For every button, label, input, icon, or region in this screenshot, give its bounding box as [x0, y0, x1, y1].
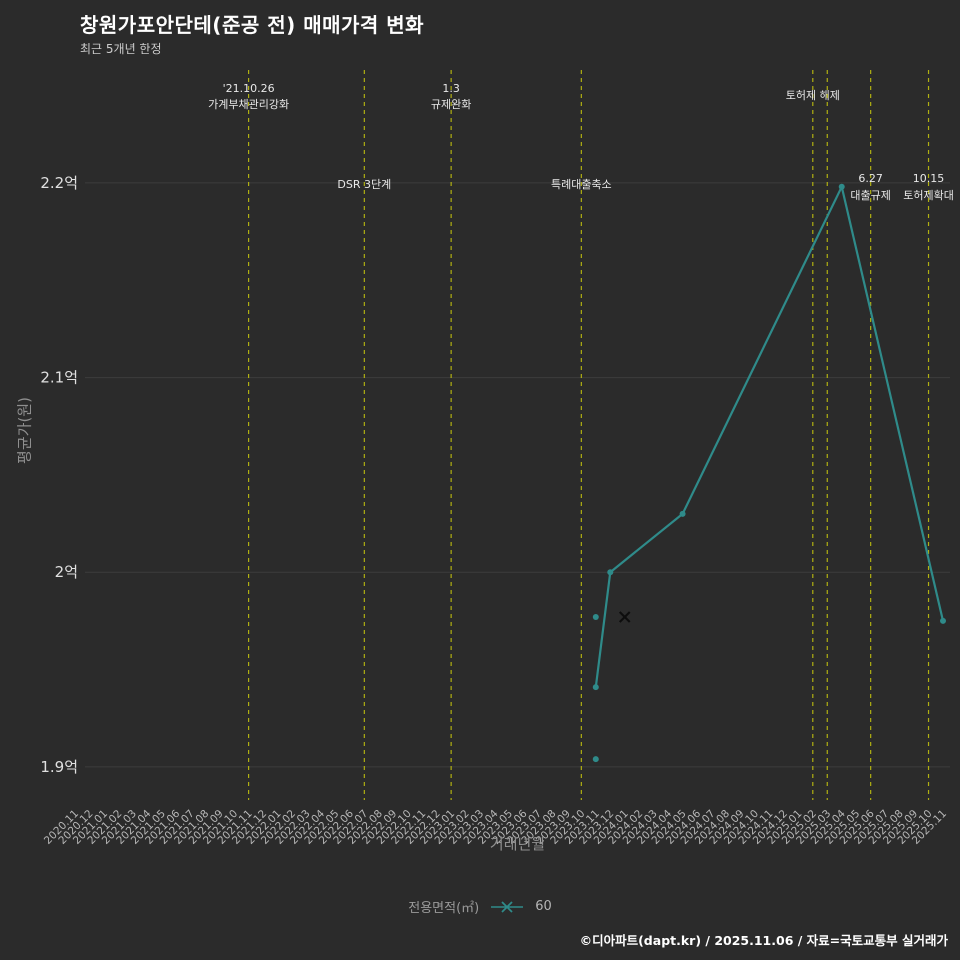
event-label: DSR 3단계	[337, 178, 391, 191]
chart-legend: 전용면적(㎡) 60	[0, 897, 960, 916]
legend-series-label: 60	[535, 899, 552, 914]
event-label: 1.3	[442, 82, 460, 95]
price-point	[838, 183, 845, 190]
event-label: 10.15	[913, 172, 945, 185]
legend-title: 전용면적(㎡)	[408, 901, 480, 916]
event-label: '21.10.26	[223, 82, 275, 95]
event-label: 가계부채관리강화	[208, 98, 289, 111]
price-point	[592, 684, 599, 691]
y-tick-label: 2.1억	[40, 369, 78, 387]
event-label: 토허제확대	[903, 189, 954, 202]
x-line-marker-icon	[491, 900, 524, 913]
x-marker	[618, 611, 631, 623]
scatter-point	[592, 756, 599, 763]
page-title: 창원가포안단테(준공 전) 매매가격 변화	[80, 13, 425, 37]
copyright-footer: ©디아파트(dapt.kr) / 2025.11.06 / 자료=국토교통부 실…	[579, 933, 948, 948]
x-axis-title: 거래년월	[489, 835, 546, 853]
event-label: 대출규제	[850, 189, 890, 202]
price-point	[940, 617, 946, 624]
price-line	[594, 185, 945, 689]
event-label: 규제완화	[431, 98, 471, 111]
scatter-point	[592, 614, 599, 621]
event-label: 특례대출축소	[551, 178, 612, 191]
event-label: 토허제 해제	[786, 88, 840, 102]
y-axis-title: 평균가(원)	[15, 397, 34, 464]
event-label: 6.27	[858, 172, 883, 185]
y-tick-label: 1.9억	[40, 758, 78, 776]
price-point	[607, 569, 614, 576]
y-tick-label: 2.2억	[40, 174, 78, 192]
y-tick-label: 2억	[55, 563, 78, 581]
page-subtitle: 최근 5개년 한정	[80, 42, 162, 56]
price-point	[679, 510, 686, 517]
